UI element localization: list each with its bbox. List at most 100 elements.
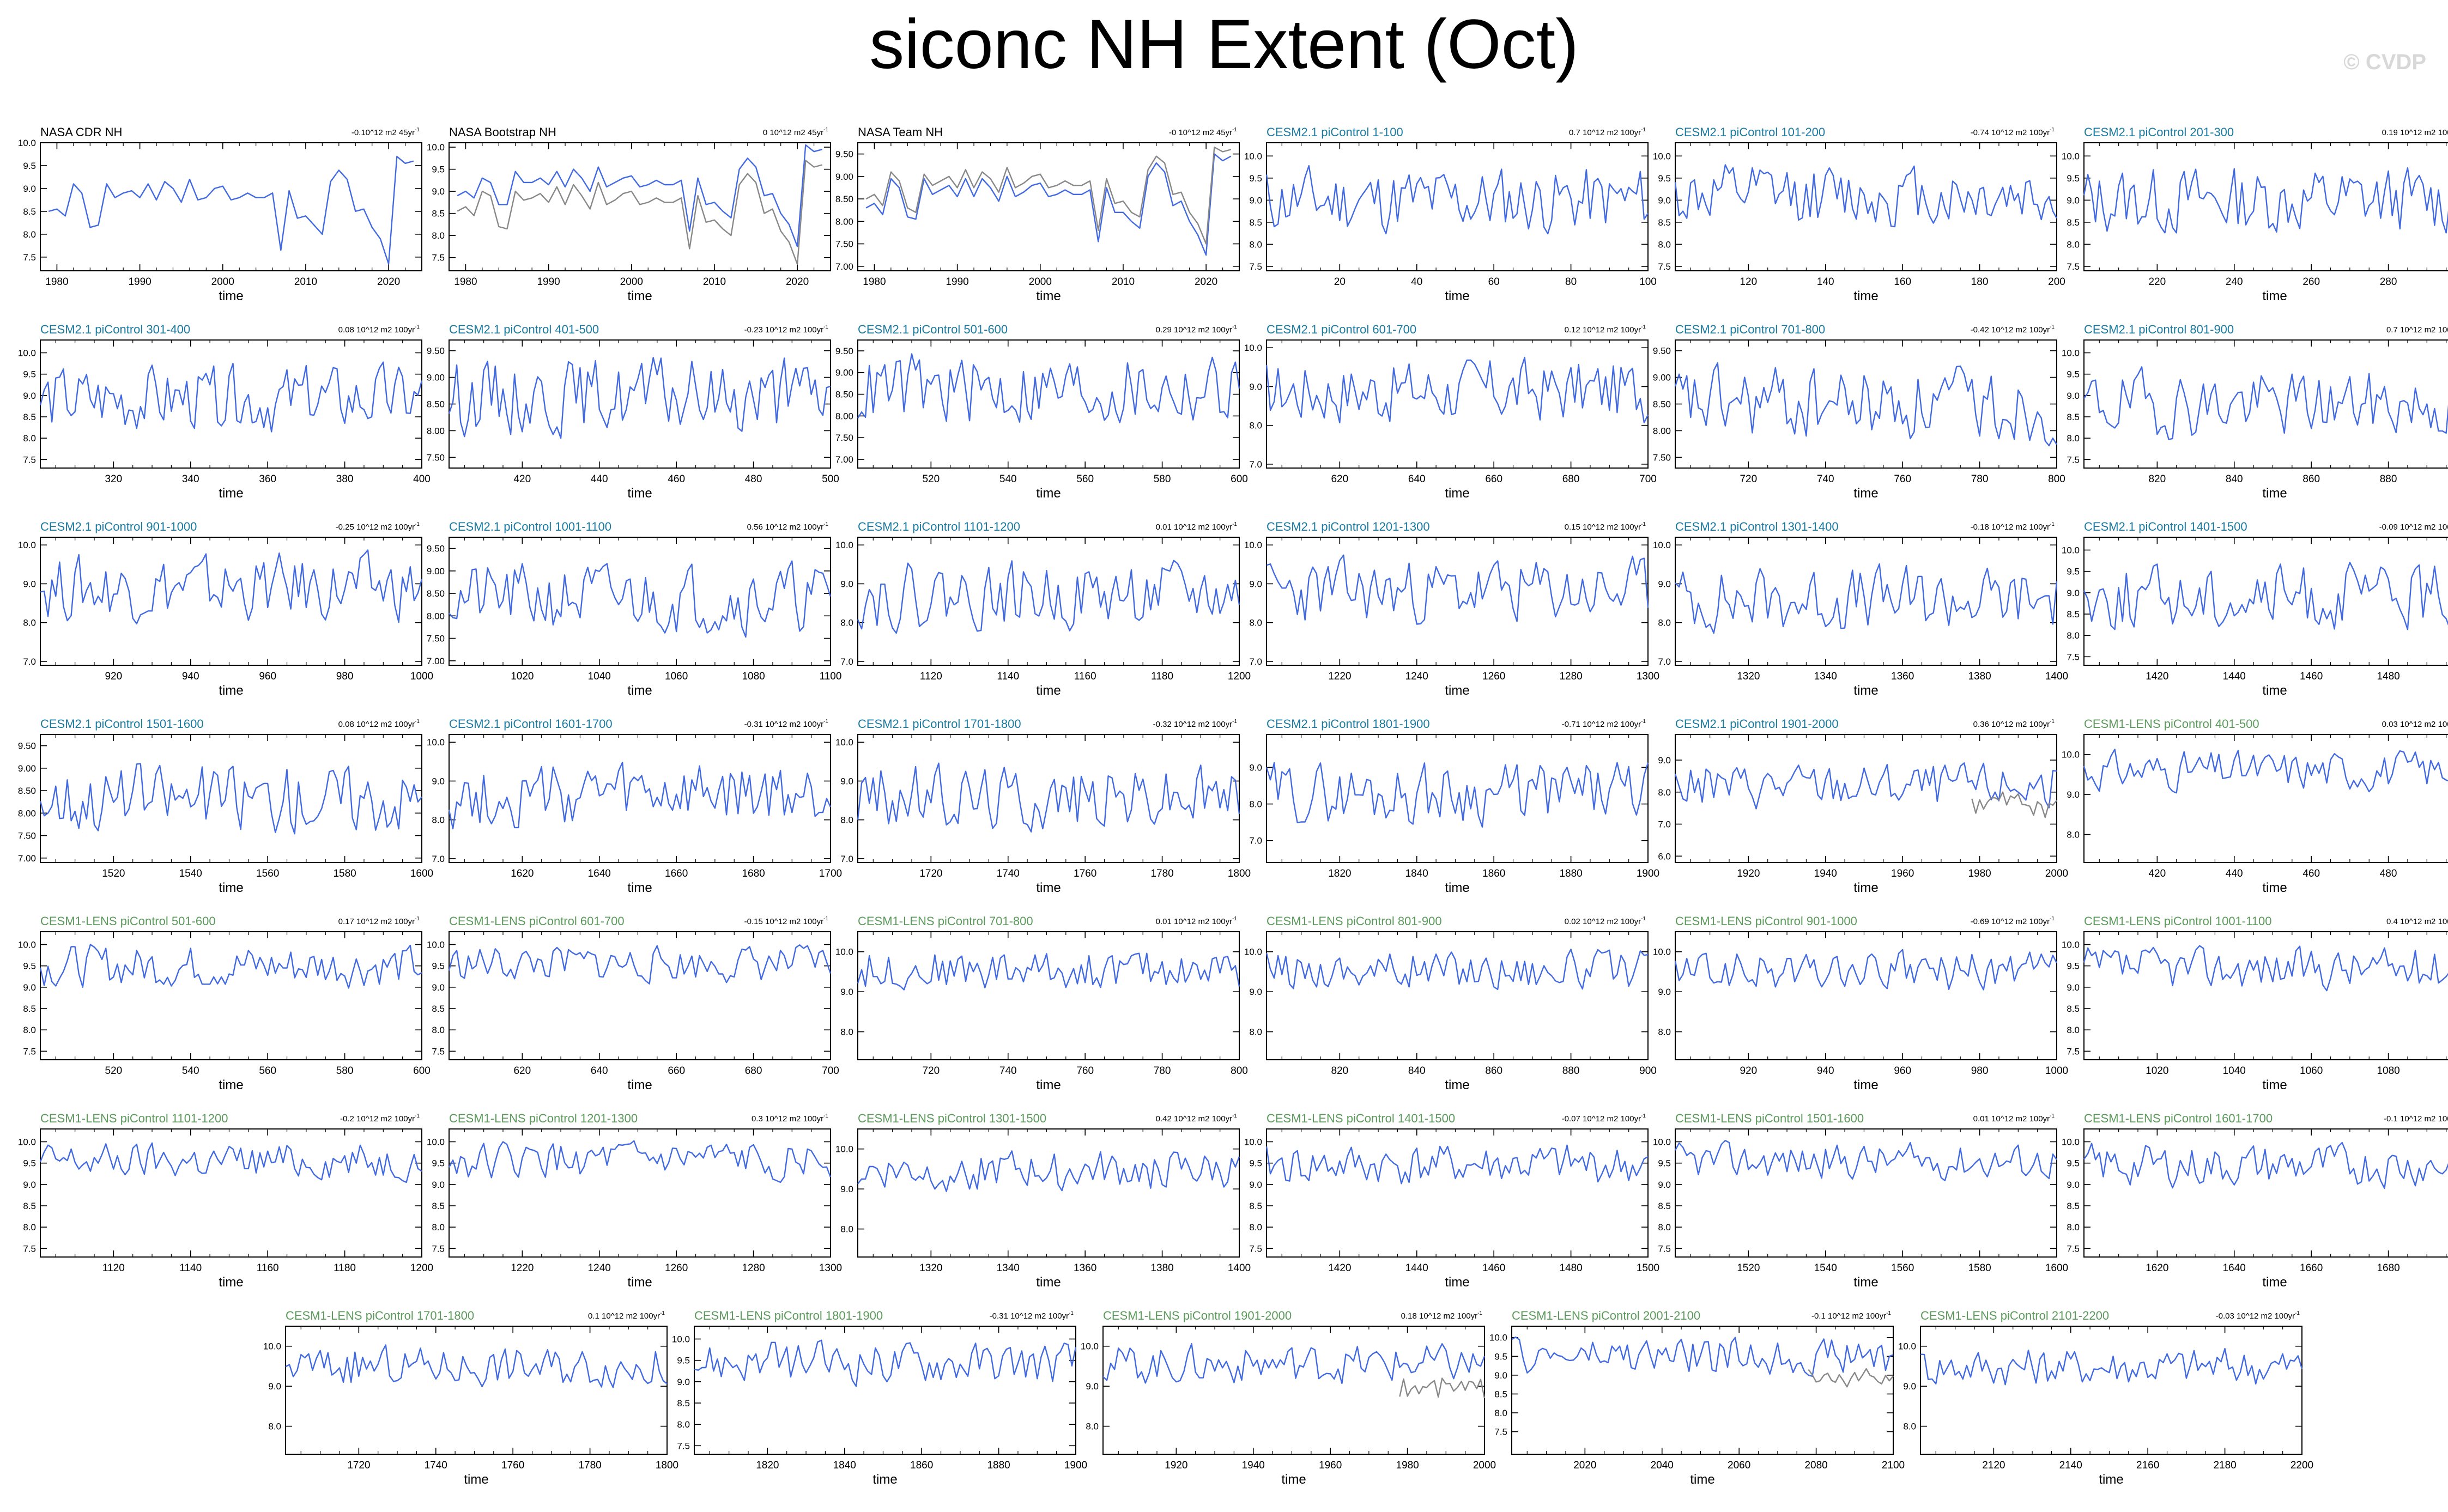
chart-panel: CESM1-LENS piControl 401-500 0.03 10^12 m… [2062,717,2448,895]
x-tick-label: 1260 [665,1262,688,1274]
y-tick-label: 9.0 [23,391,36,401]
watermark: © CVDP [2343,50,2426,74]
x-tick-label: 740 [999,1065,1017,1077]
series-line [865,153,1232,256]
chart-panel: CESM2.1 piControl 1301-1400 -0.18 10^12 m… [1653,520,2068,698]
y-tick-label: 9.5 [23,369,36,380]
y-tick-label: 8.5 [2067,1201,2080,1211]
y-tick-label: 9.0 [2067,982,2080,993]
x-tick-label: 1140 [179,1262,202,1274]
chart-panel: CESM2.1 piControl 801-900 0.7 10^12 m2 10… [2062,323,2448,501]
chart-panel: CESM1-LENS piControl 2001-2100 -0.1 10^12… [1489,1309,1905,1487]
y-tick-label: 10.0 [427,737,445,748]
trend-label: -0.2 10^12 m2 100yr-1 [340,1113,420,1124]
chart-panel: CESM1-LENS piControl 1401-1500 -0.07 10^1… [1244,1112,1659,1290]
chart-panel: CESM1-LENS piControl 1901-2000 0.18 10^12… [1081,1309,1496,1487]
y-tick-label: 9.5 [2067,961,2080,971]
chart-panel: CESM2.1 piControl 1501-1600 0.08 10^12 m2… [18,717,433,895]
x-tick-label: 1780 [578,1460,601,1471]
chart-panel: CESM2.1 piControl 101-200 -0.74 10^12 m2 … [1653,125,2065,303]
trend-label: 0.1 10^12 m2 100yr-1 [588,1310,665,1321]
y-tick-label: 9.5 [432,1158,445,1169]
chart-panel: CESM1-LENS piControl 1201-1300 0.3 10^12 … [427,1112,842,1290]
chart-panel: CESM1-LENS piControl 1101-1200 -0.2 10^12… [18,1112,433,1290]
y-tick-label: 8.5 [432,209,445,219]
trend-label: -0.25 10^12 m2 100yr-1 [336,521,420,532]
x-tick-label: 2020 [377,276,400,288]
chart-title: CESM1-LENS piControl 701-800 [858,914,1033,928]
y-tick-label: 8.50 [1653,399,1671,410]
y-tick-label: 8.0 [1658,618,1671,628]
y-tick-label: 9.00 [835,172,853,182]
x-axis-label: time [1853,1275,1878,1290]
chart-title: CESM2.1 piControl 1901-2000 [1675,717,1839,731]
x-axis-label: time [1036,683,1061,698]
series-line [857,1150,1240,1192]
y-tick-label: 8.0 [1249,239,1262,250]
x-tick-label: 1040 [588,671,611,682]
x-tick-label: 280 [2380,276,2397,288]
x-axis-label: time [1036,1078,1061,1092]
x-tick-label: 2010 [294,276,317,288]
x-axis-label: time [1445,881,1469,895]
x-tick-label: 1440 [1405,1262,1428,1274]
chart-title: CESM2.1 piControl 101-200 [1675,125,1825,139]
trend-label: -0.74 10^12 m2 100yr-1 [1971,127,2055,137]
x-tick-label: 1620 [2146,1262,2168,1274]
chart-panel: CESM1-LENS piControl 1601-1700 -0.1 10^12… [2062,1112,2448,1290]
trend-label: -0.1 10^12 m2 100yr-1 [1811,1310,1891,1321]
x-tick-label: 1040 [2223,1065,2246,1077]
plot-frame [1266,142,1649,271]
x-tick-label: 140 [1817,276,1834,288]
x-tick-label: 1660 [2300,1262,2323,1274]
chart-panel: CESM1-LENS piControl 501-600 0.17 10^12 m… [18,914,431,1092]
y-tick-label: 9.5 [432,165,445,175]
x-tick-label: 1420 [1328,1262,1351,1274]
y-tick-label: 10.0 [1244,1137,1262,1147]
chart-panel: CESM1-LENS piControl 1801-1900 -0.31 10^1… [672,1309,1087,1487]
y-tick-label: 8.5 [1658,217,1671,228]
chart-title: CESM1-LENS piControl 601-700 [449,914,625,928]
y-tick-label: 8.0 [2067,830,2080,840]
y-tick-label: 8.0 [2067,1025,2080,1035]
y-tick-label: 9.0 [432,186,445,197]
x-axis-label: time [2099,1472,2123,1487]
chart-panel: CESM2.1 piControl 901-1000 -0.25 10^12 m2… [18,520,433,698]
series-line [857,762,1240,833]
x-tick-label: 380 [336,473,354,485]
x-tick-label: 460 [668,473,685,485]
y-tick-label: 9.0 [432,776,445,786]
trend-label: 0.12 10^12 m2 100yr-1 [1565,324,1646,335]
x-axis-label: time [2262,683,2287,698]
x-tick-label: 480 [745,473,762,485]
chart-panel: CESM1-LENS piControl 1501-1600 0.01 10^12… [1653,1112,2068,1290]
y-tick-label: 8.0 [1249,799,1262,810]
y-tick-label: 8.0 [1658,239,1671,250]
y-tick-label: 10.0 [835,947,853,957]
x-tick-label: 680 [1562,473,1580,485]
chart-title: NASA CDR NH [40,125,122,139]
plot-frame [1102,1326,1485,1455]
x-tick-label: 200 [2048,276,2065,288]
plot-frame [449,931,831,1060]
trend-label: -0.10^12 m2 45yr-1 [352,127,420,137]
series-line [1265,949,1649,991]
y-tick-label: 7.5 [23,454,36,465]
y-tick-label: 8.0 [840,1224,853,1235]
y-tick-label: 8.0 [2067,1222,2080,1232]
y-tick-label: 9.5 [2067,567,2080,577]
chart-title: CESM2.1 piControl 201-300 [2084,125,2234,139]
x-tick-label: 40 [1411,276,1422,288]
x-tick-label: 1380 [1968,671,1991,682]
x-tick-label: 1740 [997,868,1020,879]
y-tick-label: 8.0 [1249,421,1262,431]
x-tick-label: 1160 [1074,671,1096,682]
x-tick-label: 1980 [1968,868,1991,879]
x-tick-label: 940 [1817,1065,1834,1077]
series-line [449,560,832,638]
series-line [1102,1343,1486,1385]
chart-title: CESM1-LENS piControl 1401-1500 [1267,1112,1455,1125]
chart-title: CESM1-LENS piControl 1001-1100 [2084,914,2271,928]
chart-title: CESM2.1 piControl 1601-1700 [449,717,613,731]
x-tick-label: 1120 [920,671,942,682]
